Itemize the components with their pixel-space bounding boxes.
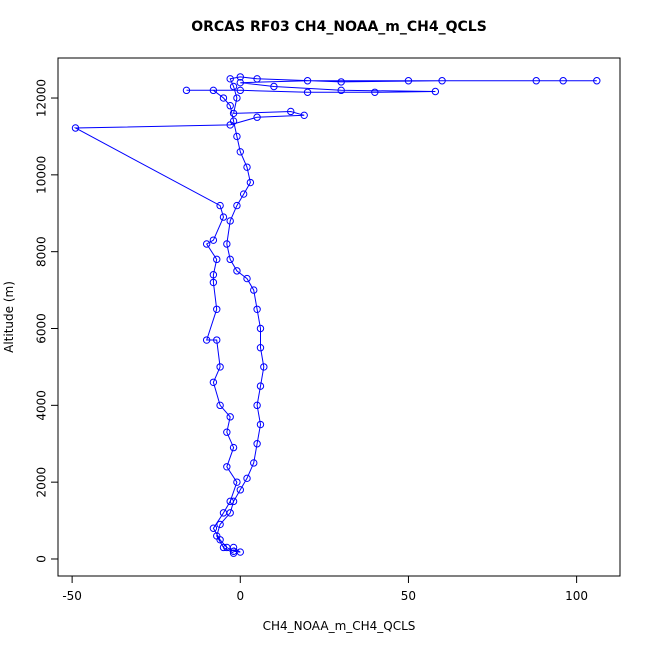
data-point xyxy=(253,305,261,313)
data-point xyxy=(253,440,261,448)
data-point xyxy=(438,77,446,85)
data-point xyxy=(236,78,244,87)
data-point xyxy=(250,459,258,467)
data-point xyxy=(226,255,234,264)
data-point xyxy=(404,77,413,85)
data-point xyxy=(243,163,251,171)
x-tick-label: 0 xyxy=(236,589,244,603)
data-point xyxy=(219,213,228,221)
data-point xyxy=(213,255,221,264)
data-point xyxy=(229,443,238,452)
y-tick-label: 10000 xyxy=(35,156,49,194)
data-point xyxy=(300,111,308,120)
data-point xyxy=(303,88,312,96)
x-tick-label: 50 xyxy=(401,589,416,603)
data-point xyxy=(229,82,238,91)
data-point xyxy=(233,267,241,275)
data-point xyxy=(209,524,218,532)
data-point xyxy=(239,190,248,198)
data-point xyxy=(209,236,218,244)
plot-frame xyxy=(57,57,621,577)
data-point xyxy=(213,336,221,344)
data-point xyxy=(256,382,265,390)
data-point xyxy=(202,336,211,344)
chart-title: ORCAS RF03 CH4_NOAA_m_CH4_QCLS xyxy=(191,19,487,35)
x-tick-label: 100 xyxy=(565,589,588,603)
data-point xyxy=(431,87,440,96)
data-point xyxy=(303,77,312,85)
data-point xyxy=(256,324,265,333)
data-point xyxy=(256,420,265,429)
data-point xyxy=(209,86,218,95)
y-axis-label: Altitude (m) xyxy=(2,281,16,353)
x-tick-label: -50 xyxy=(62,589,82,603)
data-point xyxy=(337,78,345,86)
data-point xyxy=(209,278,218,287)
data-point xyxy=(226,75,234,83)
data-point xyxy=(226,413,234,421)
data-point xyxy=(216,201,224,210)
data-point xyxy=(236,486,244,494)
y-tick-label: 2000 xyxy=(35,467,49,498)
data-point xyxy=(226,217,234,225)
data-point xyxy=(229,109,238,118)
data-point xyxy=(337,86,345,95)
data-point xyxy=(219,94,228,102)
data-point xyxy=(253,75,261,83)
data-point xyxy=(226,497,234,506)
data-point xyxy=(270,82,278,91)
data-point xyxy=(243,474,251,483)
data-point xyxy=(223,240,231,248)
data-point xyxy=(260,363,268,371)
data-point xyxy=(229,549,238,557)
data-point xyxy=(226,121,234,129)
data-point xyxy=(253,401,261,410)
y-tick-label: 8000 xyxy=(35,236,49,267)
x-axis-label: CH4_NOAA_m_CH4_QCLS xyxy=(263,619,416,633)
data-point xyxy=(71,124,80,132)
data-point xyxy=(223,463,231,471)
data-point xyxy=(250,286,258,294)
data-point xyxy=(256,344,265,352)
y-tick-label: 6000 xyxy=(35,313,49,344)
data-point xyxy=(229,543,238,552)
data-point xyxy=(213,305,221,313)
data-point xyxy=(233,201,241,210)
y-tick-label: 12000 xyxy=(35,79,49,117)
data-point xyxy=(209,271,218,279)
data-point xyxy=(236,73,244,81)
data-point xyxy=(226,102,234,110)
data-point xyxy=(532,77,540,85)
data-point xyxy=(233,132,241,141)
data-point xyxy=(202,240,211,248)
data-point xyxy=(236,148,244,156)
data-point xyxy=(593,77,601,85)
data-point xyxy=(216,520,224,529)
data-point xyxy=(236,86,244,95)
y-tick-label: 0 xyxy=(35,555,49,563)
data-point xyxy=(246,178,255,187)
data-point xyxy=(287,107,295,116)
data-point xyxy=(216,536,224,544)
data-point xyxy=(243,274,251,283)
data-point xyxy=(229,497,238,506)
data-point xyxy=(223,428,231,436)
data-point xyxy=(209,378,218,386)
data-point xyxy=(233,94,241,102)
data-point xyxy=(182,86,191,95)
data-point xyxy=(219,543,228,552)
data-point xyxy=(371,88,379,96)
data-line xyxy=(73,76,597,554)
data-point xyxy=(216,363,224,371)
data-point xyxy=(559,77,567,85)
data-point xyxy=(216,401,224,410)
data-point xyxy=(219,509,228,517)
data-point xyxy=(253,113,261,121)
y-tick-label: 4000 xyxy=(35,390,49,421)
data-point xyxy=(233,478,241,486)
data-point xyxy=(236,548,244,556)
